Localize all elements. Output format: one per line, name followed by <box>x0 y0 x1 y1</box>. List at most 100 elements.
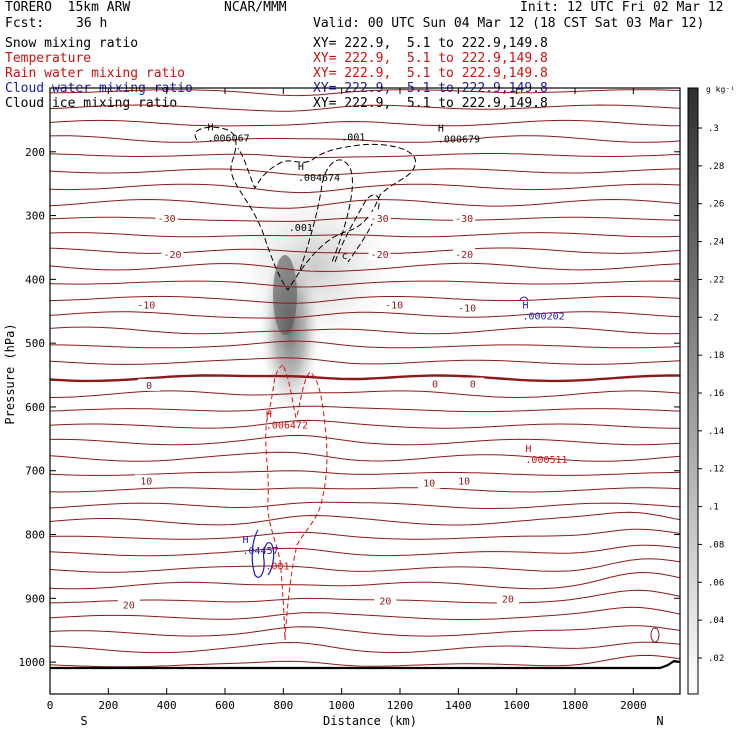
isotherm-label-bg <box>496 592 519 605</box>
center-title: NCAR/MMM <box>224 0 287 15</box>
isotherm-label-bg <box>383 298 406 311</box>
x-tick-label: 400 <box>157 699 177 712</box>
isotherm-label: 20 <box>379 597 391 608</box>
colorbar-tick-label: .28 <box>708 162 724 172</box>
isotherm-label-bg <box>138 378 161 391</box>
isotherm-label: -10 <box>385 301 403 312</box>
isotherm-line <box>50 589 680 604</box>
isotherm-label: 20 <box>123 600 135 611</box>
colorbar-tick-label: .1 <box>708 503 719 513</box>
isotherm-line <box>50 501 680 510</box>
isotherm-label-bg <box>461 377 484 390</box>
isotherm-line <box>50 544 680 557</box>
model-title: TORERO 15km ARW <box>5 0 131 15</box>
south-label: S <box>80 714 87 728</box>
extremum-value: .006472 <box>266 420 308 431</box>
y-tick-label: 200 <box>25 146 45 159</box>
isotherm-line <box>50 280 680 288</box>
y-tick-label: 500 <box>25 337 45 350</box>
isotherm-label: -20 <box>371 250 389 261</box>
isotherm-line <box>50 247 680 255</box>
extremum-value: .04457 <box>243 546 279 557</box>
isotherm-label: 10 <box>423 478 435 489</box>
colorbar-tick-label: .06 <box>708 578 724 588</box>
isotherm-label: -10 <box>458 304 476 315</box>
y-tick-label: 600 <box>25 401 45 414</box>
colorbar-tick-label: .14 <box>708 427 724 437</box>
extremum-marker: H <box>525 444 531 455</box>
extremum-value: .000202 <box>523 311 565 322</box>
isotherm-line <box>50 528 680 540</box>
isotherm-label-bg <box>155 211 178 224</box>
legend-field-name: Cloud ice mixing ratio <box>5 96 178 111</box>
cloud-water-contour-top <box>519 296 529 301</box>
extremum-value: .000511 <box>525 455 567 466</box>
isotherm-label: 0 <box>432 380 438 391</box>
isotherm-label: 0 <box>470 380 476 391</box>
colorbar-tick-label: .18 <box>708 351 724 361</box>
legend-field-name: Temperature <box>5 51 92 66</box>
x-tick-label: 600 <box>215 699 235 712</box>
legend-field-name: Snow mixing ratio <box>5 36 139 51</box>
extremum-marker: H <box>523 300 529 311</box>
isotherm-label: -30 <box>455 214 473 225</box>
rain-water-contour <box>265 364 328 641</box>
colorbar-tick-label: .22 <box>708 275 724 285</box>
contour-label: .001 <box>289 223 313 234</box>
cloud-water-contour <box>251 529 275 578</box>
colorbar-tick-label: .12 <box>708 465 724 475</box>
isotherm-label: 10 <box>458 477 470 488</box>
init-time: Init: 12 UTC Fri 02 Mar 12 <box>520 0 724 15</box>
isotherm-line <box>50 104 680 112</box>
isotherm-line <box>50 295 680 304</box>
y-tick-label: 800 <box>25 529 45 542</box>
contour-label: .001 <box>265 562 289 573</box>
isotherm-line <box>50 135 680 143</box>
isotherm-label-bg <box>368 248 391 261</box>
isotherm-line <box>50 374 680 383</box>
isotherm-line <box>50 571 680 590</box>
isotherm-label: 20 <box>502 595 514 606</box>
x-tick-label: 1400 <box>445 699 472 712</box>
isotherm-line <box>50 357 680 365</box>
isotherm-label: -30 <box>158 214 176 225</box>
x-tick-label: 1000 <box>328 699 355 712</box>
x-tick-label: 0 <box>47 699 54 712</box>
valid-time: Valid: 00 UTC Sun 04 Mar 12 (18 CST Sat … <box>313 16 705 31</box>
x-tick-label: 2000 <box>620 699 647 712</box>
isotherm-line <box>50 606 680 620</box>
legend-field-name: Rain water mixing ratio <box>5 66 186 81</box>
forecast-hours: 36 h <box>76 16 108 31</box>
contour-label: .001 <box>341 132 365 143</box>
isotherm-line <box>50 216 680 222</box>
colorbar-tick-label: .2 <box>708 313 719 323</box>
isotherm-line <box>50 262 680 272</box>
extremum-value: .006067 <box>208 133 250 144</box>
extremum-marker: H <box>208 122 214 133</box>
colorbar-tick-label: .08 <box>708 540 724 550</box>
y-tick-label: 300 <box>25 210 45 223</box>
extremum-value: .000679 <box>438 135 480 146</box>
legend-field-range: XY= 222.9, 5.1 to 222.9,149.8 <box>313 66 548 81</box>
extremum-marker: H <box>266 409 272 420</box>
isotherm-label-bg <box>424 377 446 390</box>
isotherm-line <box>50 326 680 335</box>
isotherm-label-bg <box>161 248 184 261</box>
extremum-marker: H <box>243 535 249 546</box>
cloud-ice-contour-east <box>334 194 380 263</box>
x-tick-label: 200 <box>98 699 118 712</box>
cloud-ice-contour-inner <box>299 159 353 271</box>
colorbar <box>687 87 699 695</box>
isotherm-line <box>50 558 680 573</box>
isotherm-line <box>50 641 680 654</box>
isotherm-line <box>50 232 680 238</box>
isotherm-line <box>50 654 680 668</box>
isotherm-line <box>50 153 680 159</box>
forecast-label: Fcst: <box>5 16 45 31</box>
isotherm-label-bg <box>117 598 140 611</box>
x-tick-label: 800 <box>273 699 293 712</box>
isotherm-line <box>50 390 680 399</box>
isotherm-label: -30 <box>371 214 389 225</box>
cloud-ice-contour <box>194 126 416 291</box>
legend-field-range: XY= 222.9, 5.1 to 222.9,149.8 <box>313 51 548 66</box>
